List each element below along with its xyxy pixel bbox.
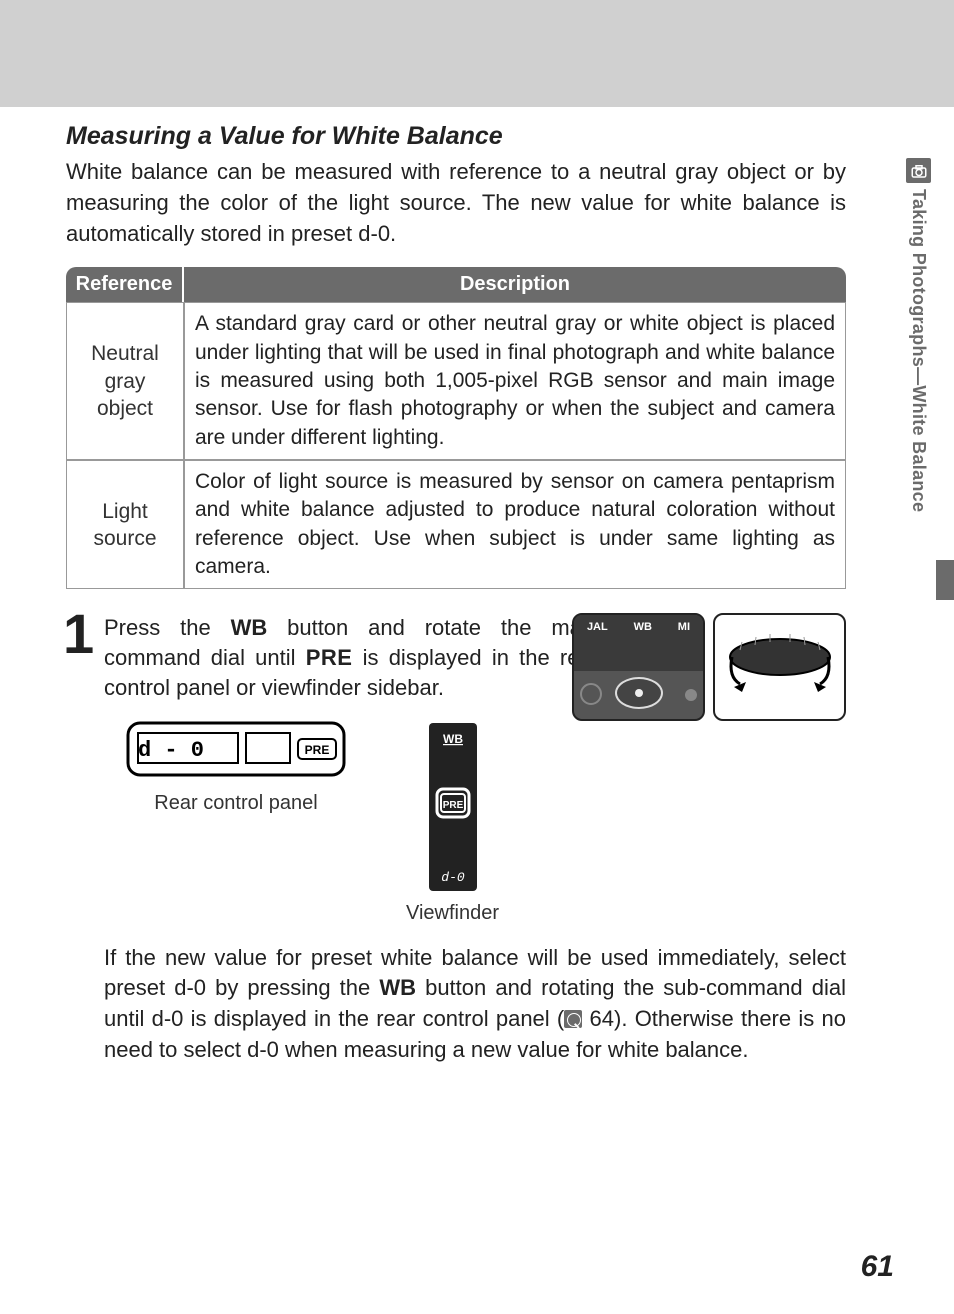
step-text: Press the WB button and rotate the main … [104,613,599,702]
rear-control-panel-figure: d - 0 PRE Rear control panel [126,721,346,815]
table-row: Neutral gray object A standard gray card… [66,302,846,460]
desc-cell-light-source: Color of light source is measured by sen… [184,460,846,589]
svg-text:PRE: PRE [305,743,330,757]
step-1: 1 Press the WB button and rotate the mai… [66,613,846,1065]
table-row: Light source Color of light source is me… [66,460,846,589]
cam-label-jal: JAL [587,621,608,633]
svg-text:WB: WB [443,732,463,746]
intro-paragraph: White balance can be measured with refer… [66,157,846,249]
rear-panel-label: Rear control panel [126,792,346,815]
display-panels: d - 0 PRE Rear control panel WB PRE [126,721,846,925]
content-area: Measuring a Value for White Balance Whit… [66,122,846,1066]
step-followup-paragraph: If the new value for preset white balanc… [104,943,846,1066]
step-number: 1 [63,601,94,666]
svg-text:d - 0: d - 0 [138,738,204,763]
col-header-description: Description [184,267,846,302]
camera-icon [906,158,931,183]
section-heading: Measuring a Value for White Balance [66,122,846,151]
page: Taking Photographs—White Balance Measuri… [0,0,954,1314]
ref-cell-neutral-gray: Neutral gray object [66,302,184,460]
camera-top-illustration: JAL WB MI [572,613,705,721]
top-gray-band [0,0,954,107]
reference-table: Reference Description Neutral gray objec… [66,267,846,589]
cam-label-wb: WB [634,621,652,633]
svg-text:d-0: d-0 [441,870,465,885]
side-tab: Taking Photographs—White Balance [906,158,931,512]
page-ref-icon [564,1010,582,1028]
cam-label-mi: MI [678,621,690,633]
table-header-row: Reference Description [66,267,846,302]
command-dial-illustration [713,613,846,721]
viewfinder-figure: WB PRE d-0 Viewfinder [406,721,499,925]
desc-cell-neutral-gray: A standard gray card or other neutral gr… [184,302,846,460]
ref-cell-light-source: Light source [66,460,184,589]
page-number: 61 [861,1250,894,1284]
viewfinder-label: Viewfinder [406,902,499,925]
side-tab-block [936,560,954,600]
camera-illustrations: JAL WB MI [572,613,846,721]
svg-text:PRE: PRE [442,800,463,811]
col-header-reference: Reference [66,267,184,302]
side-tab-text: Taking Photographs—White Balance [908,189,929,512]
